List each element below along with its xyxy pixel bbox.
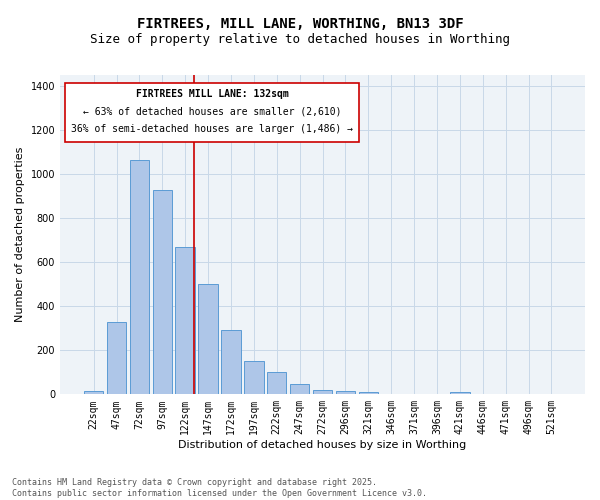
Bar <box>175 247 195 394</box>
Bar <box>359 392 378 394</box>
Bar <box>313 390 332 394</box>
Bar <box>450 392 470 394</box>
Bar <box>130 160 149 394</box>
Bar <box>107 322 126 394</box>
Bar <box>267 372 286 394</box>
Text: Contains HM Land Registry data © Crown copyright and database right 2025.
Contai: Contains HM Land Registry data © Crown c… <box>12 478 427 498</box>
Text: ← 63% of detached houses are smaller (2,610): ← 63% of detached houses are smaller (2,… <box>83 107 341 117</box>
Text: FIRTREES, MILL LANE, WORTHING, BN13 3DF: FIRTREES, MILL LANE, WORTHING, BN13 3DF <box>137 18 463 32</box>
Bar <box>335 391 355 394</box>
Text: Size of property relative to detached houses in Worthing: Size of property relative to detached ho… <box>90 32 510 46</box>
Text: FIRTREES MILL LANE: 132sqm: FIRTREES MILL LANE: 132sqm <box>136 90 289 100</box>
Bar <box>152 190 172 394</box>
Bar <box>84 391 103 394</box>
FancyBboxPatch shape <box>65 83 359 142</box>
Bar <box>199 284 218 395</box>
Y-axis label: Number of detached properties: Number of detached properties <box>15 147 25 322</box>
Bar <box>290 384 310 394</box>
Bar <box>244 362 263 394</box>
X-axis label: Distribution of detached houses by size in Worthing: Distribution of detached houses by size … <box>178 440 467 450</box>
Bar <box>221 330 241 394</box>
Text: 36% of semi-detached houses are larger (1,486) →: 36% of semi-detached houses are larger (… <box>71 124 353 134</box>
